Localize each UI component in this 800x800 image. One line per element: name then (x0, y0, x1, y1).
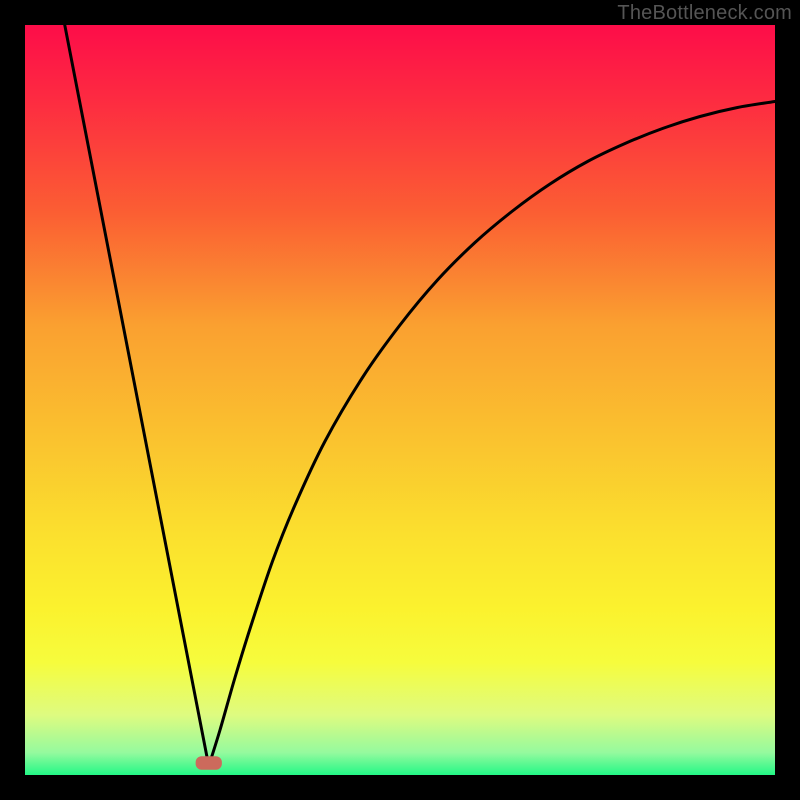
bottleneck-curve-chart (0, 0, 800, 800)
site-watermark: TheBottleneck.com (617, 2, 792, 25)
optimal-point-marker (196, 756, 222, 770)
